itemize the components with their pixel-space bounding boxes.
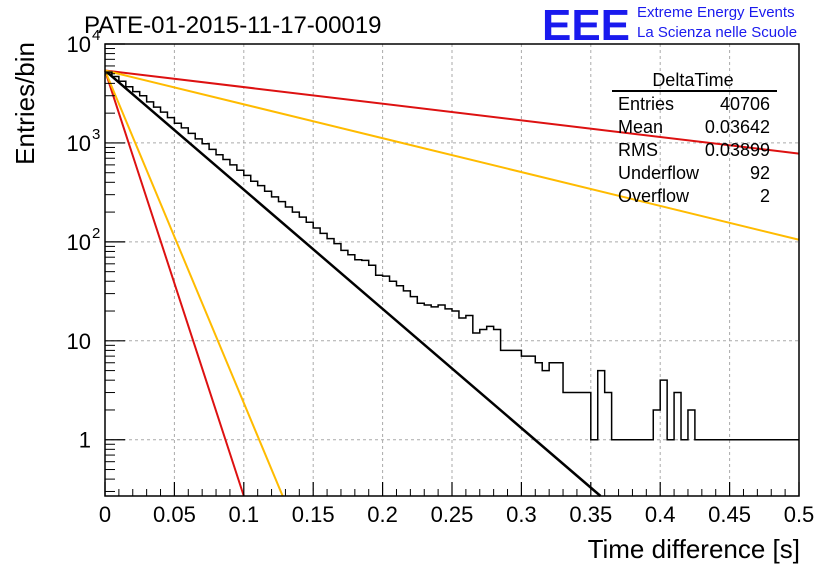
stats-row-label: Entries (618, 94, 674, 114)
stats-row-value: 0.03642 (705, 117, 770, 137)
y-tick-exponent: 4 (92, 27, 100, 44)
x-tick-label: 0 (99, 502, 111, 527)
x-tick-label: 0.35 (569, 502, 612, 527)
x-tick-label: 0.3 (506, 502, 537, 527)
x-tick-label: 0.1 (229, 502, 260, 527)
eee-logo: EEE Extreme Energy Events La Scienza nel… (542, 1, 797, 50)
stats-box: DeltaTime Entries 40706 Mean 0.03642 RMS 0.03… (612, 70, 777, 206)
x-tick-label: 0.45 (708, 502, 751, 527)
chart-title: PATE-01-2015-11-17-00019 (84, 12, 382, 39)
y-tick-label: 10 (67, 131, 91, 156)
x-tick-label: 0.05 (153, 502, 196, 527)
stats-row-label: Mean (618, 117, 663, 137)
stats-row-label: Underflow (618, 163, 700, 183)
y-axis-label: Entries/bin (10, 42, 40, 165)
x-axis: 0 0.05 0.1 0.15 0.2 0.25 0.3 0.35 0.4 0.45 0.5 (99, 482, 814, 527)
fit-curves (104, 69, 800, 497)
x-tick-label: 0.4 (645, 502, 676, 527)
logo-line-2: La Scienza nelle Scuole (637, 24, 797, 41)
fit-line (104, 69, 800, 155)
histogram (105, 71, 799, 441)
stats-row-value: 40706 (720, 94, 770, 114)
logo-mark: EEE (542, 1, 630, 50)
x-tick-label: 0.2 (367, 502, 398, 527)
y-tick-label: 10 (67, 329, 91, 354)
y-tick-label: 10 (67, 32, 91, 57)
stats-title: DeltaTime (652, 70, 733, 90)
stats-row-value: 92 (750, 163, 770, 183)
x-tick-label: 0.5 (784, 502, 815, 527)
y-tick-exponent: 2 (92, 225, 100, 242)
x-axis-label: Time difference [s] (588, 534, 800, 564)
fit-line (104, 70, 284, 497)
x-tick-label: 0.15 (292, 502, 335, 527)
y-tick-exponent: 3 (92, 126, 100, 143)
y-tick-label: 1 (79, 428, 91, 453)
stats-row-label: Overflow (618, 186, 690, 206)
stats-row-label: RMS (618, 140, 658, 160)
x-tick-label: 0.25 (431, 502, 474, 527)
fit-line (104, 69, 602, 497)
stats-rows: Entries 40706 Mean 0.03642 RMS 0.03899Underfl… (618, 94, 770, 206)
stats-row-value: 2 (760, 186, 770, 206)
y-tick-label: 10 (67, 230, 91, 255)
logo-line-1: Extreme Energy Events (637, 4, 795, 21)
fit-line (104, 69, 800, 241)
stats-row-value: 0.03899 (705, 140, 770, 160)
fit-line (104, 70, 245, 497)
histogram-outline (105, 71, 799, 441)
